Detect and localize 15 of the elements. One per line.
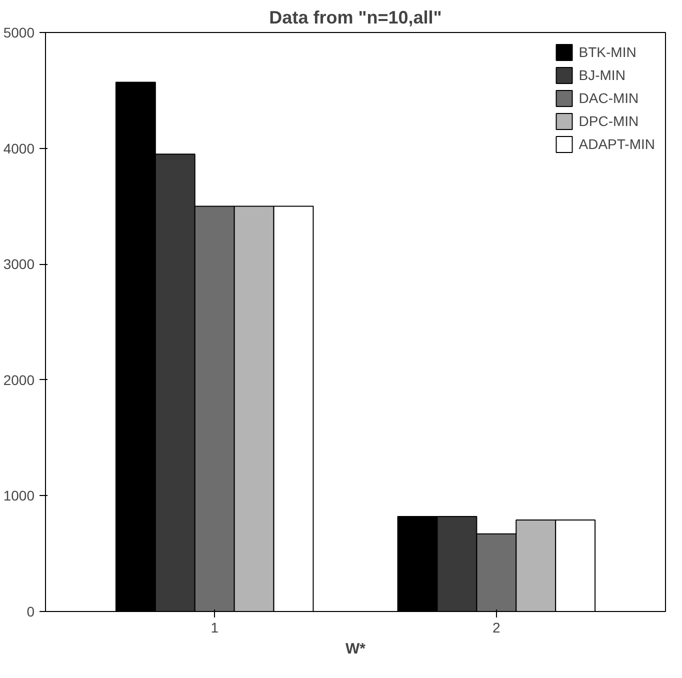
legend-label: BTK-MIN [578,44,636,60]
y-tick-label: 0 [26,604,35,620]
x-axis-title: W* [346,640,366,658]
chart-title: Data from "n=10,all" [269,8,442,28]
legend-label: DAC-MIN [578,90,639,106]
legend-label: BJ-MIN [578,67,626,83]
y-tick-label: 3000 [3,256,35,272]
x-tick-label: 2 [492,620,501,636]
y-tick-label: 5000 [3,24,35,40]
x-tick-label: 1 [210,620,219,636]
y-tick-label: 2000 [3,372,35,388]
legend-label: ADAPT-MIN [578,136,655,152]
legend-label: DPC-MIN [578,113,639,129]
y-tick-label: 4000 [3,140,35,156]
y-tick-label: 1000 [3,488,35,504]
